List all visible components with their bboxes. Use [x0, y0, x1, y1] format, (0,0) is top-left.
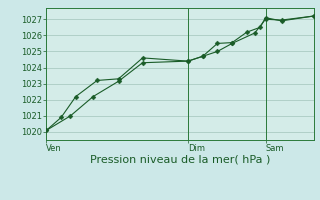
X-axis label: Pression niveau de la mer( hPa ): Pression niveau de la mer( hPa ): [90, 155, 270, 165]
